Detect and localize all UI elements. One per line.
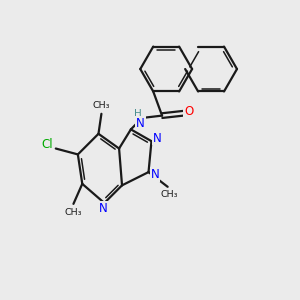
Text: N: N bbox=[136, 117, 145, 130]
Text: CH₃: CH₃ bbox=[65, 208, 82, 217]
Text: O: O bbox=[184, 105, 193, 118]
Text: H: H bbox=[134, 110, 142, 119]
Text: N: N bbox=[151, 168, 159, 181]
Text: Cl: Cl bbox=[42, 139, 53, 152]
Text: N: N bbox=[152, 132, 161, 145]
Text: N: N bbox=[98, 202, 107, 215]
Text: CH₃: CH₃ bbox=[93, 101, 110, 110]
Text: CH₃: CH₃ bbox=[160, 190, 178, 199]
